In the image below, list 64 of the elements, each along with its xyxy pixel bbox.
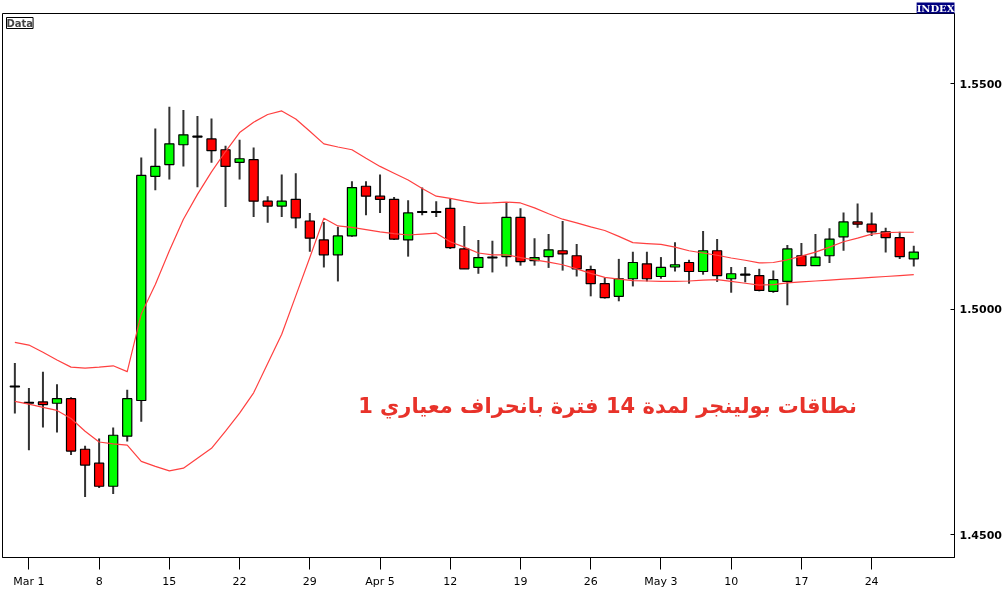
candlestick — [543, 233, 554, 269]
candlestick — [220, 144, 231, 209]
candlestick — [683, 258, 695, 285]
x-tick-label: 10 — [724, 574, 739, 588]
x-tick-label: 29 — [302, 574, 317, 588]
candlestick — [51, 383, 63, 434]
candlestick — [697, 229, 709, 276]
x-tick-label: 8 — [95, 574, 103, 588]
candlestick — [894, 230, 905, 260]
candlestick — [164, 105, 175, 181]
candlestick — [150, 127, 161, 192]
annotation: INDEX — [916, 2, 955, 14]
candlestick — [487, 239, 498, 274]
candlestick — [599, 276, 610, 300]
candlestick — [557, 220, 568, 272]
candlestick — [192, 114, 203, 189]
x-tick-label: 19 — [513, 574, 528, 588]
candlestick — [178, 109, 189, 168]
candlestick — [234, 138, 245, 181]
candlestick — [93, 437, 105, 490]
candlestick — [37, 370, 49, 429]
candlestick — [810, 233, 821, 267]
x-tick-label: 26 — [583, 574, 598, 588]
candlestick — [473, 238, 484, 275]
candlestick — [360, 180, 372, 217]
candlestick — [796, 242, 807, 267]
annotation: نطاقات بولينجر لمدة 14 فترة بانحراف معياري 1 — [358, 393, 857, 419]
line-series — [14, 217, 915, 472]
candlestick — [318, 220, 330, 269]
candlestick — [655, 256, 667, 280]
candlestick — [417, 186, 428, 217]
x-tick-label: 24 — [864, 574, 879, 588]
candlestick — [866, 211, 877, 237]
y-tick-label: 1.5500 — [959, 77, 1003, 91]
x-tick-label: 22 — [232, 574, 247, 588]
candlestick — [459, 224, 470, 270]
candlestick — [852, 202, 863, 229]
candlestick — [304, 211, 315, 253]
candlestick — [908, 244, 919, 268]
candlestick — [824, 227, 835, 264]
candlestick — [726, 266, 737, 294]
candlestick — [79, 444, 91, 499]
candlestick — [332, 225, 344, 283]
candlestick — [838, 211, 849, 252]
x-tick-label: 15 — [162, 574, 177, 588]
candlestick — [206, 117, 217, 164]
candlestick — [613, 257, 624, 303]
y-tick-label: 1.5000 — [959, 303, 1003, 317]
candlestick — [276, 173, 287, 218]
y-tick-label: 1.4500 — [959, 528, 1003, 542]
x-tick-label: 12 — [443, 574, 458, 588]
candlestick — [374, 173, 386, 214]
candlestick — [290, 172, 301, 230]
candlestick — [627, 250, 639, 288]
candlestick — [262, 195, 273, 224]
candlestick — [641, 250, 653, 283]
candlestick — [571, 243, 582, 278]
x-tick-label: Apr 5 — [365, 574, 395, 588]
candlestick — [9, 362, 21, 415]
x-tick-label: Mar 1 — [13, 574, 45, 588]
x-tick-label: May 3 — [644, 574, 678, 588]
candlestick — [669, 241, 681, 273]
line-series — [14, 110, 915, 373]
x-tick-label: 17 — [794, 574, 809, 588]
